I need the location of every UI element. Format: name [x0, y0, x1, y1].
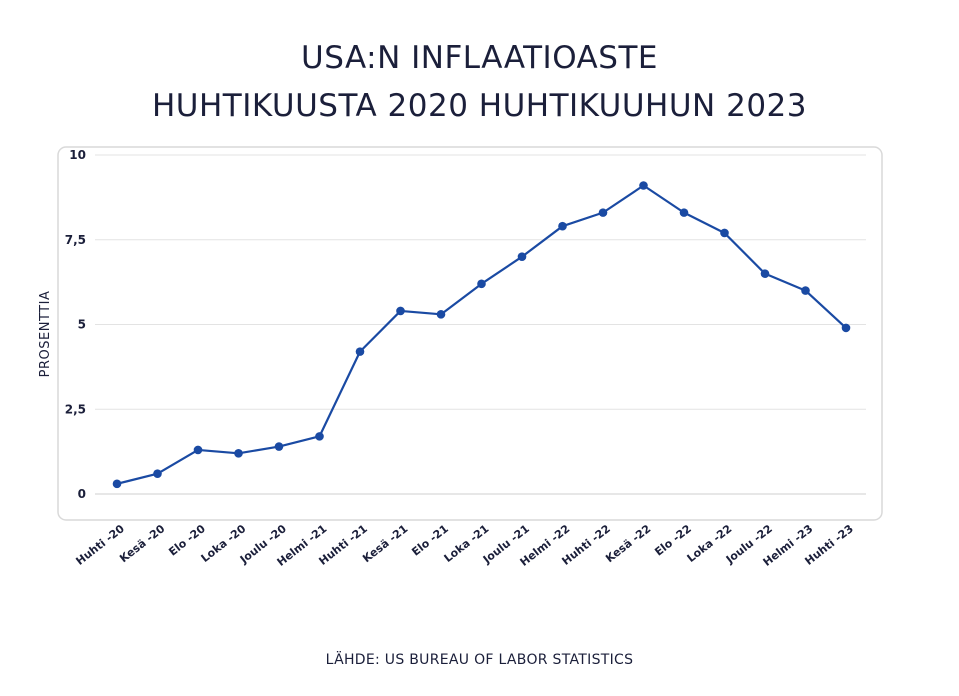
y-tick-label: 7,5	[65, 233, 86, 247]
data-point	[801, 286, 810, 295]
data-point	[558, 221, 567, 231]
data-point	[720, 228, 729, 238]
x-tick-label: Kesä -20	[117, 522, 167, 565]
data-point	[436, 310, 446, 319]
plot-frame	[57, 146, 883, 521]
data-point	[760, 269, 770, 278]
data-point	[639, 181, 648, 190]
data-point	[517, 252, 527, 261]
gridlines	[95, 154, 866, 495]
chart-subtitle: HUHTIKUUSTA 2020 HUHTIKUUHUN 2023	[152, 88, 807, 124]
series-line	[116, 184, 847, 485]
data-point	[234, 449, 243, 458]
data-point	[679, 208, 689, 217]
x-tick-label: Kesä -22	[603, 522, 653, 565]
data-point	[598, 208, 608, 217]
data-point	[112, 479, 122, 489]
y-axis-label: PROSENTTIA	[38, 291, 53, 378]
data-point	[193, 445, 203, 455]
x-tick-label: Kesä -21	[360, 522, 410, 565]
data-point	[355, 347, 365, 356]
y-tick-label: 0	[78, 487, 86, 501]
x-tick-label: Huhti -20	[73, 522, 127, 568]
data-point	[315, 432, 324, 441]
y-axis-ticks: 0 2,5 5 7,5 10	[65, 148, 86, 501]
data-point	[274, 442, 284, 451]
data-point	[841, 323, 851, 333]
series-line-group	[116, 184, 847, 485]
y-tick-label: 2,5	[65, 402, 86, 416]
data-point	[477, 279, 486, 289]
source-note: LÄHDE: US BUREAU OF LABOR STATISTICS	[325, 652, 634, 668]
data-point	[153, 469, 162, 478]
data-point	[396, 306, 405, 316]
chart-title: USA:N INFLAATIOASTE	[301, 40, 658, 76]
y-tick-label: 5	[78, 318, 86, 332]
series-points	[112, 181, 851, 489]
y-tick-label: 10	[69, 148, 86, 162]
